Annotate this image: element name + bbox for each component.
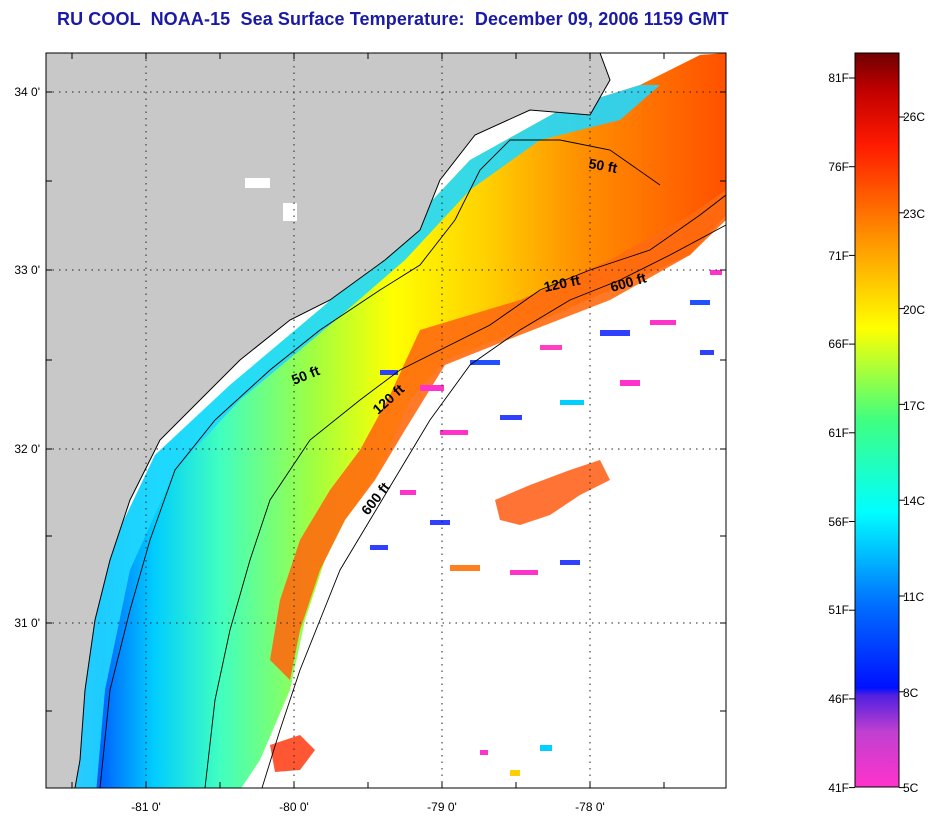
colorbar-f-label: 76F (828, 160, 849, 174)
colorbar-c-label: 26C (903, 110, 925, 124)
colorbar-frame (854, 52, 900, 788)
land (46, 53, 610, 788)
colorbar-f-label: 61F (828, 426, 849, 440)
colorbar-f-label: 71F (828, 249, 849, 263)
sst-nearshore-band (62, 85, 660, 788)
colorbar-c-label: 23C (903, 207, 925, 221)
sst-scatter-pixels (370, 270, 722, 776)
lon-label: -81 0' (131, 800, 161, 814)
colorbar-c-label: 17C (903, 399, 925, 413)
colorbar-c-label: 8C (903, 686, 919, 700)
lat-label: 31 0' (14, 616, 40, 630)
colorbar-c-label: 20C (903, 303, 925, 317)
isobath-120ft (204, 194, 726, 788)
isobath-label: 50 ft (587, 155, 618, 176)
lat-label: 32 0' (14, 442, 40, 456)
colorbar-f-label: 66F (828, 337, 849, 351)
sst-warm-patch (495, 460, 610, 525)
colorbar-f-label: 51F (828, 603, 849, 617)
colorbar-f-label: 56F (828, 515, 849, 529)
map-title: RU COOL NOAA-15 Sea Surface Temperature:… (57, 9, 729, 29)
colorbar-c-label: 11C (903, 590, 924, 604)
lake (283, 203, 297, 221)
isobath-600ft (261, 224, 726, 788)
graticule (46, 53, 726, 788)
lake (245, 178, 270, 188)
sst-gulf-stream-core (270, 190, 726, 680)
colorbar: 81F 76F 71F 66F 61F 56F 51F 46F 41F 26C … (828, 52, 925, 795)
colorbar-f-label: 46F (828, 692, 849, 706)
sst-warm-patch (270, 735, 315, 772)
colorbar-f-label: 41F (828, 781, 849, 795)
map-frame (45, 52, 727, 789)
map-ticks (46, 53, 726, 788)
lat-label: 34 0' (14, 85, 40, 99)
coastline (74, 53, 611, 788)
lon-label: -80 0' (279, 800, 309, 814)
colorbar-ticks (849, 77, 905, 789)
colorbar-gradient (855, 53, 899, 787)
isobath-50ft (99, 139, 661, 788)
lon-label: -78 0' (575, 800, 605, 814)
colorbar-c-label: 14C (903, 494, 925, 508)
lon-label: -79 0' (427, 800, 457, 814)
lat-label: 33 0' (14, 263, 40, 277)
colorbar-f-label: 81F (828, 71, 849, 85)
isobath-label: 120 ft (542, 272, 581, 295)
colorbar-c-label: 5C (903, 781, 919, 795)
map-area: 50 ft 120 ft 600 ft 50 ft 120 ft 600 ft (46, 53, 726, 788)
